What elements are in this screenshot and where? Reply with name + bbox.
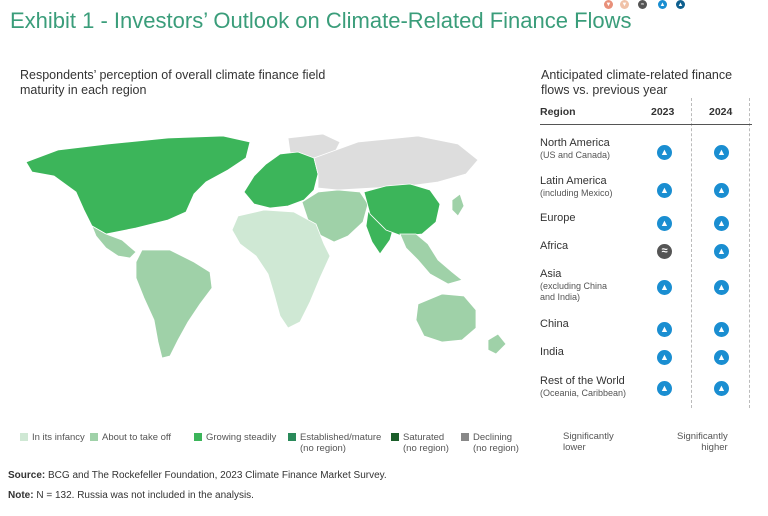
chevron-up-icon: ▲ [714,145,729,160]
chevron-up-icon: ▲ [714,280,729,295]
region-subtext: (US and Canada) [540,150,611,160]
chevron-up-icon: ▲ [657,381,672,396]
table-row: Europe ▲ ▲ [540,212,752,242]
map-region-north-america [25,135,251,235]
table-subtitle: Anticipated climate-related finance flow… [541,68,733,97]
chevron-down-icon: ▼ [620,0,629,9]
region-subtext: (including Mexico) [540,188,613,198]
footnote: Note: N = 132. Russia was not included i… [8,490,254,501]
chevron-up-icon: ▲ [714,183,729,198]
map-region-south-america [135,249,213,359]
scale-high-label: Significantly higher [677,431,728,453]
chevron-up-icon: ▲ [676,0,685,9]
scale-low-label: Significantly lower [563,431,614,453]
chevron-up-icon: ▲ [714,381,729,396]
region-name: Africa [540,240,569,252]
legend-swatch [194,433,202,441]
legend-label: Saturated (no region) [403,432,449,454]
chevron-up-icon: ▲ [657,322,672,337]
column-divider [749,98,750,408]
note-label: Note: [8,490,34,501]
region-subtext: (excluding China [540,281,608,291]
region-subtext: (Oceania, Caribbean) [540,388,627,398]
chevron-up-icon: ▲ [714,350,729,365]
table-row: India ▲ ▲ [540,346,752,376]
legend-swatch [391,433,399,441]
map-region-russia [313,135,479,191]
map-subtitle: Respondents’ perception of overall clima… [20,68,326,97]
region-name: Latin America [540,175,607,187]
map-region-china [363,183,441,237]
legend-label: Established/mature (no region) [300,432,382,454]
note-text: N = 132. Russia was not included in the … [33,490,254,501]
legend-label: In its infancy [32,432,85,443]
table-row: Latin America (including Mexico) ▲ ▲ [540,175,752,205]
table-row: North America (US and Canada) ▲ ▲ [540,137,752,167]
region-name: North America [540,137,610,149]
source-note: Source: BCG and The Rockefeller Foundati… [8,470,387,481]
approx-equal-icon: ≈ [657,244,672,259]
column-header-2024: 2024 [709,106,733,118]
legend-swatch [461,433,469,441]
approx-equal-icon: ≈ [638,0,647,9]
region-name: Europe [540,212,576,224]
column-header-2023: 2023 [651,106,675,118]
column-header-region: Region [540,106,576,118]
legend-swatch [20,433,28,441]
chevron-up-icon: ▲ [658,0,667,9]
region-name: India [540,346,564,358]
chevron-up-icon: ▲ [657,216,672,231]
chevron-up-icon: ▲ [657,145,672,160]
column-divider [691,98,692,408]
region-name: Asia [540,268,562,280]
exhibit-title: Exhibit 1 - Investors’ Outlook on Climat… [10,8,632,33]
table-row: China ▲ ▲ [540,318,752,348]
chevron-down-icon: ▼ [604,0,613,9]
chevron-up-icon: ▲ [714,244,729,259]
source-text: BCG and The Rockefeller Foundation, 2023… [45,470,387,481]
chevron-up-icon: ▲ [657,183,672,198]
map-region-australia [415,293,477,343]
table-row: Rest of the World (Oceania, Caribbean) ▲ ▲ [540,375,752,405]
legend-swatch [288,433,296,441]
region-name: Rest of the World [540,375,625,387]
chevron-up-icon: ▲ [714,216,729,231]
chevron-up-icon: ▲ [657,350,672,365]
world-map [25,133,507,359]
map-region-mexico [91,225,137,259]
legend-label: About to take off [102,432,172,443]
header-rule [540,124,752,125]
table-row: Africa ≈ ▲ [540,240,752,270]
chevron-up-icon: ▲ [657,280,672,295]
map-region-japan [451,193,465,217]
map-region-se-asia [399,233,463,285]
region-name: China [540,318,569,330]
map-region-africa [231,209,331,329]
region-subtext: and India) [540,292,581,302]
legend-swatch [90,433,98,441]
chevron-up-icon: ▲ [714,322,729,337]
source-label: Source: [8,470,46,481]
legend-label: Growing steadily [206,432,277,443]
table-row: Asia (excluding China and India) ▲ ▲ [540,268,752,302]
map-region-new-zealand [487,333,507,355]
legend-label: Declining (no region) [473,432,519,454]
